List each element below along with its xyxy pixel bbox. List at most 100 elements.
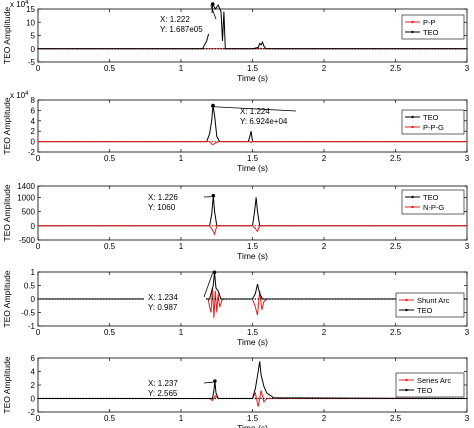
- baseline-marker: [91, 397, 94, 400]
- baseline-marker: [220, 225, 222, 227]
- annotation-x-text: X: 1.222: [160, 15, 190, 24]
- baseline-marker: [263, 48, 265, 50]
- baseline-marker: [277, 298, 279, 300]
- baseline-marker: [317, 298, 319, 300]
- y-axis-label: TEO Amplitude: [2, 7, 12, 64]
- baseline-marker: [194, 225, 196, 227]
- baseline-marker: [306, 298, 308, 300]
- baseline-marker: [454, 48, 457, 50]
- baseline-marker: [286, 397, 288, 400]
- baseline-marker: [134, 48, 136, 50]
- baseline-marker: [191, 48, 194, 50]
- baseline-marker: [123, 298, 125, 300]
- baseline-marker: [417, 225, 420, 227]
- baseline-marker: [260, 298, 262, 300]
- baseline-marker: [351, 298, 354, 300]
- baseline-marker: [214, 48, 217, 50]
- baseline-marker: [246, 48, 248, 50]
- baseline-marker: [206, 140, 208, 143]
- baseline-marker: [37, 48, 39, 50]
- baseline-marker: [374, 298, 377, 300]
- baseline-marker: [114, 140, 116, 143]
- y-tick-label: 0.5: [24, 282, 36, 291]
- annotation-x-text: X: 1.237: [148, 379, 178, 388]
- baseline-marker: [369, 397, 371, 400]
- baseline-marker: [466, 225, 468, 227]
- baseline-marker: [65, 298, 68, 300]
- baseline-marker: [203, 225, 205, 227]
- baseline-marker: [188, 397, 191, 400]
- baseline-marker: [171, 397, 174, 400]
- baseline-marker: [157, 48, 159, 50]
- baseline-marker: [420, 397, 422, 400]
- x-tick-label: 0.5: [104, 154, 116, 163]
- baseline-marker: [105, 48, 108, 50]
- baseline-marker: [357, 140, 360, 143]
- y-tick-label: 2: [31, 381, 36, 390]
- baseline-marker: [331, 140, 334, 143]
- annotation-box: [144, 291, 206, 312]
- baseline-marker: [363, 225, 365, 227]
- baseline-marker: [326, 397, 328, 400]
- baseline-marker: [266, 397, 268, 400]
- baseline-marker: [346, 225, 348, 227]
- baseline-marker: [51, 140, 53, 143]
- baseline-marker: [105, 397, 108, 400]
- baseline-marker: [351, 397, 354, 400]
- x-tick-label: 2: [322, 64, 327, 73]
- baseline-marker: [369, 140, 371, 143]
- baseline-marker: [148, 140, 151, 143]
- baseline-marker: [154, 140, 156, 143]
- baseline-marker: [200, 225, 202, 227]
- legend-box: [401, 109, 465, 135]
- baseline-marker: [125, 397, 128, 400]
- y-tick-label: 0: [31, 295, 36, 304]
- baseline-marker: [166, 140, 168, 143]
- x-tick-label: 0.5: [104, 328, 116, 337]
- baseline-marker: [177, 225, 179, 227]
- x-axis-label: Time (s): [237, 337, 268, 347]
- legend-entry-label: TEO: [417, 386, 433, 395]
- baseline-marker: [437, 48, 440, 50]
- baseline-marker: [371, 225, 374, 227]
- baseline-marker: [431, 140, 434, 143]
- baseline-marker: [108, 225, 111, 227]
- baseline-marker: [346, 140, 348, 143]
- baseline-marker: [111, 48, 114, 50]
- baseline-marker: [369, 225, 371, 227]
- baseline-marker: [168, 225, 171, 227]
- baseline-marker: [349, 140, 351, 143]
- baseline-marker: [211, 397, 214, 400]
- baseline-marker: [83, 298, 85, 300]
- baseline-marker: [65, 140, 68, 143]
- baseline-marker: [91, 298, 94, 300]
- baseline-marker: [286, 140, 288, 143]
- baseline-marker: [223, 140, 225, 143]
- baseline-marker: [323, 225, 325, 227]
- baseline-marker: [171, 48, 174, 50]
- baseline-marker: [37, 140, 39, 143]
- baseline-marker: [214, 298, 217, 300]
- y-tick-label: 8: [31, 96, 36, 105]
- baseline-marker: [160, 48, 162, 50]
- baseline-marker: [426, 397, 428, 400]
- legend-entry-label: TEO: [423, 28, 439, 37]
- baseline-marker: [429, 48, 431, 50]
- baseline-marker: [54, 225, 56, 227]
- baseline-marker: [457, 140, 460, 143]
- baseline-marker: [120, 48, 122, 50]
- baseline-marker: [394, 140, 397, 143]
- x-tick-label: 2.5: [390, 414, 402, 423]
- annotation-x-text: X: 1.224: [240, 107, 270, 116]
- baseline-marker: [434, 225, 437, 227]
- baseline-marker: [177, 140, 179, 143]
- baseline-marker: [457, 225, 460, 227]
- y-tick-label: -500: [19, 236, 36, 245]
- baseline-marker: [386, 140, 388, 143]
- baseline-marker: [369, 48, 371, 50]
- baseline-marker: [417, 48, 420, 50]
- baseline-marker: [226, 48, 228, 50]
- baseline-marker: [80, 48, 82, 50]
- baseline-marker: [260, 225, 262, 227]
- baseline-marker: [91, 48, 94, 50]
